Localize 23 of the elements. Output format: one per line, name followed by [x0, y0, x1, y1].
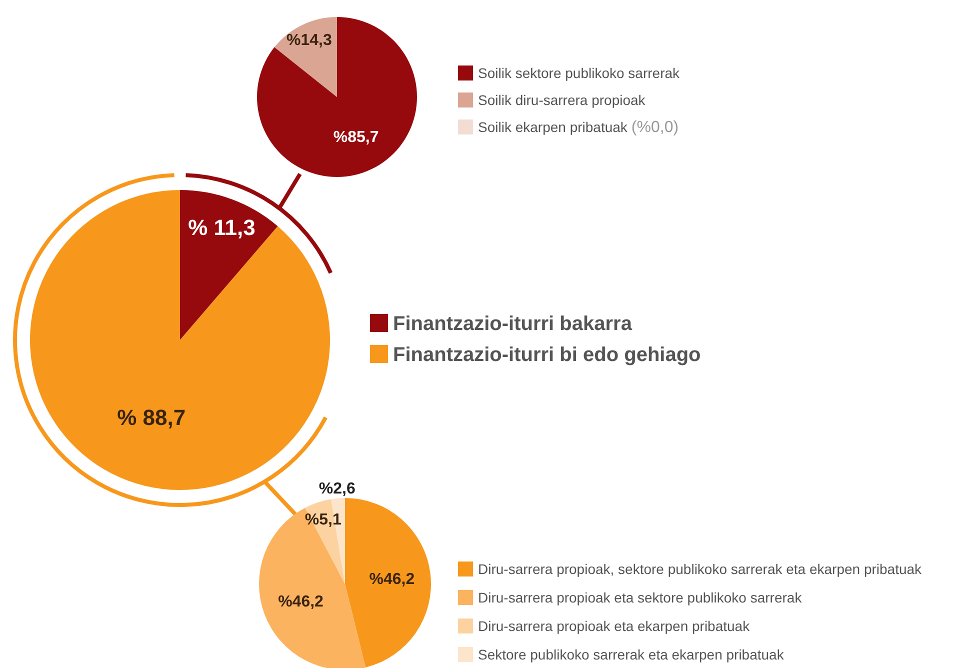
text: (%0,0)	[631, 118, 679, 136]
pie-slice	[345, 498, 431, 668]
data-label: %5,1	[304, 511, 342, 528]
data-label: %46,2	[369, 570, 415, 588]
legend-label: Sektore publikoko sarrerak eta ekarpen pribatuak	[478, 646, 785, 662]
pie-slice	[257, 17, 417, 177]
legend-label: Finantzazio-iturri bi edo gehiago	[393, 344, 701, 366]
legend-label: Soilik ekarpen pribatuak	[478, 118, 628, 135]
legend-label: Finantzazio-iturri bakarra	[393, 313, 633, 335]
legend-label: Diru-sarrera propioak, sektore publikoko sarrerak eta ekarpen pribatuak	[478, 560, 923, 577]
data-label: % 11,3	[188, 215, 256, 240]
pie-slice	[259, 508, 366, 668]
legend-label: Diru-sarrera propioak eta ekarpen pribatuak	[478, 618, 751, 634]
legend-label: Soilik diru-sarrera propioak	[478, 92, 646, 108]
pie-slice	[274, 17, 337, 97]
legend-label: Soilik sektore publikoko sarrerak	[478, 64, 681, 81]
data-label: %14,3	[286, 32, 332, 49]
data-label: % 88,7	[117, 405, 186, 430]
pie-slice	[180, 190, 278, 340]
data-label: %46,2	[278, 593, 324, 610]
legend-label: Diru-sarrera propioak eta sektore publikoko sarrerak	[478, 589, 803, 606]
data-label: %85,7	[333, 129, 379, 146]
data-label: %2,6	[318, 480, 356, 498]
